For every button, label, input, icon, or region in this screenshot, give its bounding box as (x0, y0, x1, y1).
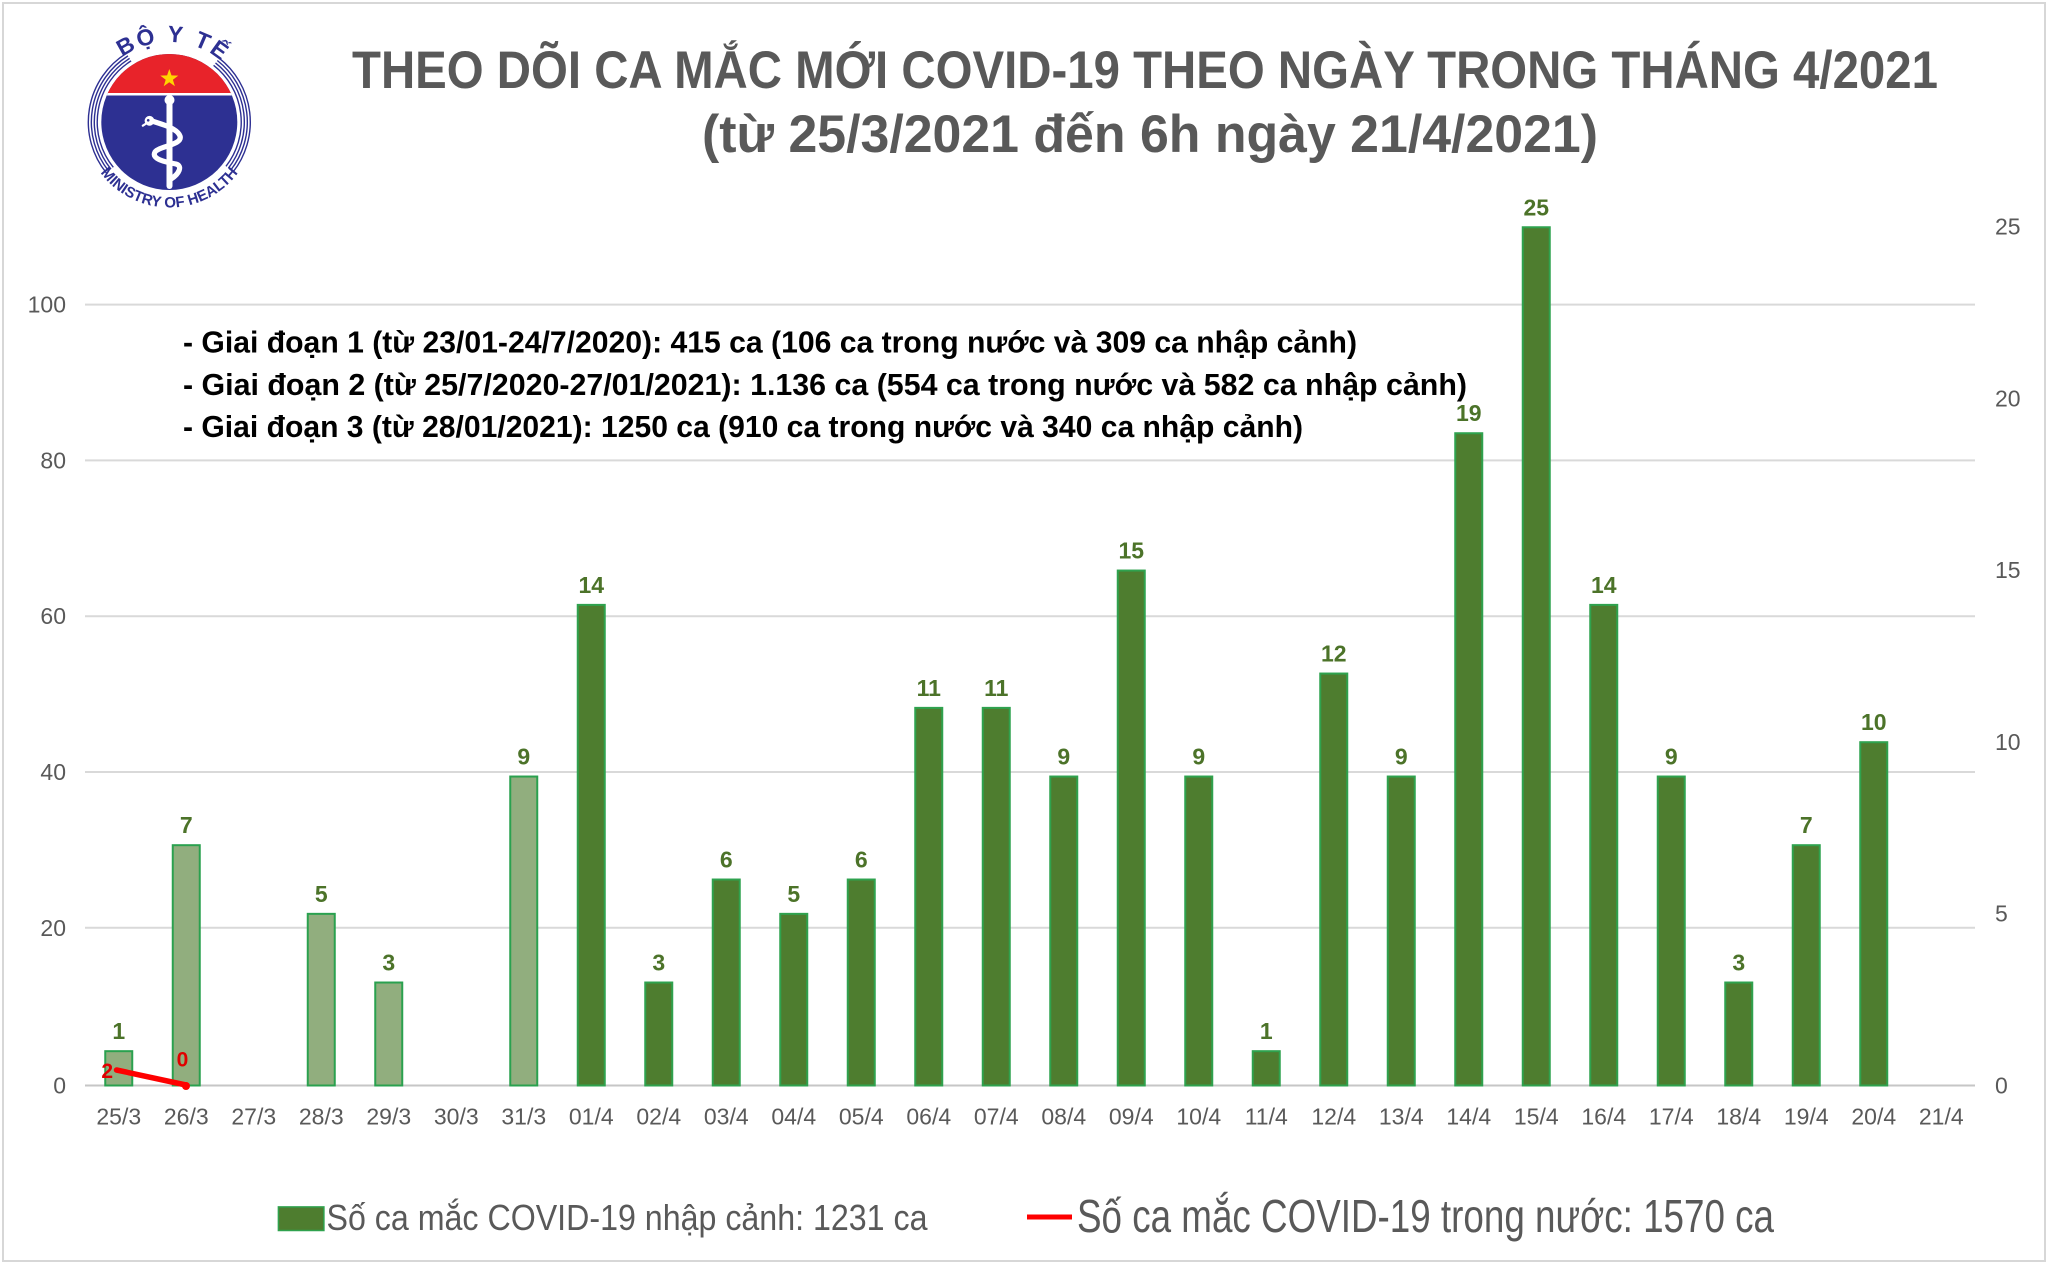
svg-text:10/4: 10/4 (1176, 1104, 1221, 1130)
svg-text:9: 9 (1665, 744, 1678, 770)
svg-text:01/4: 01/4 (569, 1104, 614, 1130)
svg-text:17/4: 17/4 (1649, 1104, 1694, 1130)
svg-text:06/4: 06/4 (906, 1104, 951, 1130)
svg-text:25/3: 25/3 (96, 1104, 141, 1130)
svg-text:07/4: 07/4 (974, 1104, 1019, 1130)
svg-text:5: 5 (1995, 901, 2008, 927)
svg-text:9: 9 (1057, 744, 1070, 770)
svg-text:80: 80 (40, 447, 66, 473)
svg-text:14: 14 (578, 572, 604, 598)
svg-text:10: 10 (1861, 709, 1887, 735)
svg-text:15: 15 (1118, 538, 1144, 564)
svg-text:13/4: 13/4 (1379, 1104, 1424, 1130)
svg-text:15: 15 (1995, 557, 2021, 583)
svg-text:0: 0 (1995, 1073, 2008, 1099)
svg-text:25: 25 (1523, 194, 1549, 220)
svg-text:10: 10 (1995, 729, 2021, 755)
svg-text:3: 3 (1732, 950, 1745, 976)
svg-text:31/3: 31/3 (501, 1104, 546, 1130)
svg-text:20/4: 20/4 (1851, 1104, 1896, 1130)
svg-text:19/4: 19/4 (1784, 1104, 1829, 1130)
svg-text:30/3: 30/3 (434, 1104, 479, 1130)
svg-text:29/3: 29/3 (366, 1104, 411, 1130)
svg-text:6: 6 (855, 847, 868, 873)
svg-text:1: 1 (1260, 1018, 1273, 1044)
svg-text:- Giai đoạn 2 (từ 25/7/2020-27: - Giai đoạn 2 (từ 25/7/2020-27/01/2021):… (183, 367, 1467, 402)
svg-text:25: 25 (1995, 214, 2021, 240)
svg-text:26/3: 26/3 (164, 1104, 209, 1130)
svg-text:21/4: 21/4 (1919, 1104, 1964, 1130)
svg-text:27/3: 27/3 (231, 1104, 276, 1130)
svg-text:03/4: 03/4 (704, 1104, 749, 1130)
svg-text:9: 9 (1395, 744, 1408, 770)
svg-text:08/4: 08/4 (1041, 1104, 1086, 1130)
svg-text:16/4: 16/4 (1581, 1104, 1626, 1130)
svg-text:14/4: 14/4 (1446, 1104, 1491, 1130)
svg-text:2: 2 (101, 1060, 113, 1083)
svg-text:3: 3 (382, 950, 395, 976)
svg-text:60: 60 (40, 603, 66, 629)
svg-text:1: 1 (112, 1018, 125, 1044)
svg-text:7: 7 (180, 812, 193, 838)
svg-text:09/4: 09/4 (1109, 1104, 1154, 1130)
svg-text:20: 20 (40, 915, 66, 941)
svg-text:15/4: 15/4 (1514, 1104, 1559, 1130)
svg-text:19: 19 (1456, 400, 1482, 426)
svg-text:Số ca mắc COVID-19 nhập cảnh:: Số ca mắc COVID-19 nhập cảnh: 1231 ca (327, 1197, 929, 1238)
svg-text:28/3: 28/3 (299, 1104, 344, 1130)
svg-text:THEO DÕI CA MẮC MỚI COVID-19 T: THEO DÕI CA MẮC MỚI COVID-19 THEO NGÀY T… (352, 39, 1938, 100)
svg-text:- Giai đoạn 3 (từ 28/01/2021):: - Giai đoạn 3 (từ 28/01/2021): 1250 ca (… (183, 409, 1303, 444)
svg-text:04/4: 04/4 (771, 1104, 816, 1130)
svg-text:6: 6 (720, 847, 733, 873)
svg-text:20: 20 (1995, 386, 2021, 412)
svg-text:40: 40 (40, 759, 66, 785)
svg-text:11: 11 (984, 675, 1009, 701)
svg-text:7: 7 (1800, 812, 1813, 838)
svg-text:100: 100 (28, 292, 66, 318)
svg-text:3: 3 (652, 950, 665, 976)
svg-text:Số ca mắc COVID-19 trong nước:: Số ca mắc COVID-19 trong nước: 1570 ca (1077, 1190, 1774, 1242)
svg-text:18/4: 18/4 (1716, 1104, 1761, 1130)
svg-text:9: 9 (517, 744, 530, 770)
svg-text:12/4: 12/4 (1311, 1104, 1356, 1130)
svg-text:0: 0 (53, 1073, 66, 1099)
svg-text:- Giai đoạn 1 (từ 23/01-24/7/2: - Giai đoạn 1 (từ 23/01-24/7/2020): 415 … (183, 325, 1357, 360)
svg-text:11: 11 (917, 675, 942, 701)
svg-text:12: 12 (1321, 641, 1347, 667)
svg-text:14: 14 (1591, 572, 1617, 598)
svg-text:(từ 25/3/2021 đến 6h ngày 21/4: (từ 25/3/2021 đến 6h ngày 21/4/2021) (702, 105, 1598, 164)
svg-text:11/4: 11/4 (1245, 1104, 1288, 1130)
svg-text:05/4: 05/4 (839, 1104, 884, 1130)
svg-text:9: 9 (1192, 744, 1205, 770)
svg-text:02/4: 02/4 (636, 1104, 681, 1130)
svg-text:5: 5 (315, 881, 328, 907)
svg-text:0: 0 (177, 1049, 189, 1072)
svg-text:5: 5 (787, 881, 800, 907)
